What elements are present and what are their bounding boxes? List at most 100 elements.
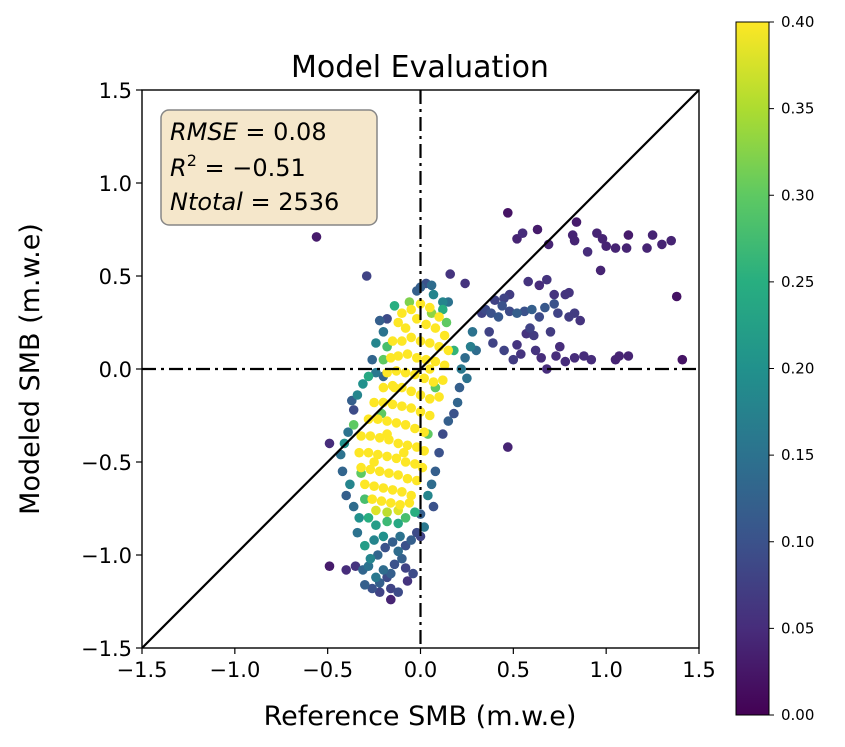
scatter-point [386,353,396,363]
scatter-point [371,338,381,348]
scatter-point [324,438,335,449]
scatter-point [352,527,363,538]
y-axis-ticks: −1.5 −1.0 −0.5 0.0 0.5 1.0 1.5 [81,79,142,661]
scatter-point [382,451,392,462]
scatter-point [404,297,415,307]
scatter-point [614,351,624,361]
scatter-point [393,351,404,361]
x-tick-label: 0.0 [404,658,437,682]
scatter-point [358,379,368,389]
scatter-point [373,449,383,460]
scatter-point [386,583,396,594]
scatter-point [371,520,381,530]
scatter-point [542,274,552,285]
scatter-point [412,475,422,486]
scatter-point [391,418,402,428]
scatter-point [443,345,454,356]
scatter-point [412,442,422,452]
scatter-point [410,459,420,469]
colorbar-tick-label: 0.30 [781,186,814,204]
scatter-point [449,408,459,419]
scatter-point [360,580,370,590]
scatter-point [484,327,495,337]
scatter-point [367,354,378,365]
scatter-point [425,302,435,313]
scatter-point [426,479,437,490]
rmse-equals: = [238,118,273,146]
y-tick-label: 0.5 [99,265,132,289]
scatter-point [382,367,392,378]
scatter-point [508,354,519,365]
scatter-point [517,228,528,238]
scatter-point [428,501,439,512]
scatter-point [671,291,682,302]
x-axis-label: Reference SMB (m.w.e) [264,701,577,732]
x-tick-label: −1.0 [209,658,260,682]
scatter-point [402,576,413,586]
scatter-point [412,353,422,363]
scatter-point [512,340,522,350]
y-tick-label: 0.0 [99,358,132,382]
scatter-point [421,319,431,330]
scatter-point [365,464,376,475]
scatter-point [419,373,430,384]
ntotal-equals: = [243,188,278,216]
scatter-point [363,513,374,523]
scatter-point [374,466,385,477]
scatter-point [378,531,389,542]
scatter-point [397,336,407,346]
rmse-value: 0.08 [273,118,326,146]
scatter-point [406,386,417,397]
scatter-point [369,535,379,545]
scatter-point [452,397,463,408]
scatter-point [369,481,379,492]
scatter-point [428,289,439,300]
scatter-point [597,234,608,244]
scatter-point [549,289,559,300]
scatter-point [499,345,509,356]
scatter-point [348,405,359,415]
scatter-point [553,308,563,319]
stats-box-background [160,109,378,226]
scatter-point [382,314,392,324]
scatter-point [601,241,611,251]
x-tick-label: 1.0 [589,658,622,682]
scatter-point [387,399,398,410]
scatter-point [410,507,420,517]
scatter-point [360,494,370,505]
scatter-point [341,490,352,501]
scatter-point [642,243,652,253]
colorbar: 0.00 0.05 0.10 0.15 0.20 0.25 0.30 0.35 0.40 [735,13,814,724]
colorbar-tick-label: 0.15 [781,446,814,464]
scatter-point [551,351,561,361]
scatter-point [488,338,498,348]
scatter-point [534,312,545,322]
scatter-point [360,540,370,551]
scatter-point [391,366,402,376]
scatter-point [564,312,574,322]
scatter-point [343,427,353,438]
scatter-point [536,353,546,363]
scatter-point [402,349,413,359]
scatter-point [393,470,404,480]
scatter-point [391,453,402,464]
scatter-point [545,327,556,337]
scatter-point [339,438,350,449]
scatter-point [400,323,411,333]
scatter-point [406,490,417,501]
scatter-point [382,416,392,426]
scatter-point [361,271,372,281]
scatter-point [666,235,676,246]
colorbar-tick-label: 0.10 [781,533,814,551]
scatter-point [430,323,441,333]
scatter-point [465,341,476,352]
y-tick-label: 1.0 [99,172,132,196]
scatter-point [647,230,658,240]
scatter-point [439,360,450,371]
scatter-point [529,330,539,341]
scatter-point [419,427,430,438]
scatter-point [486,308,496,319]
scatter-point [499,293,509,304]
scatter-point [389,382,400,393]
colorbar-tick-label: 0.40 [781,13,814,31]
